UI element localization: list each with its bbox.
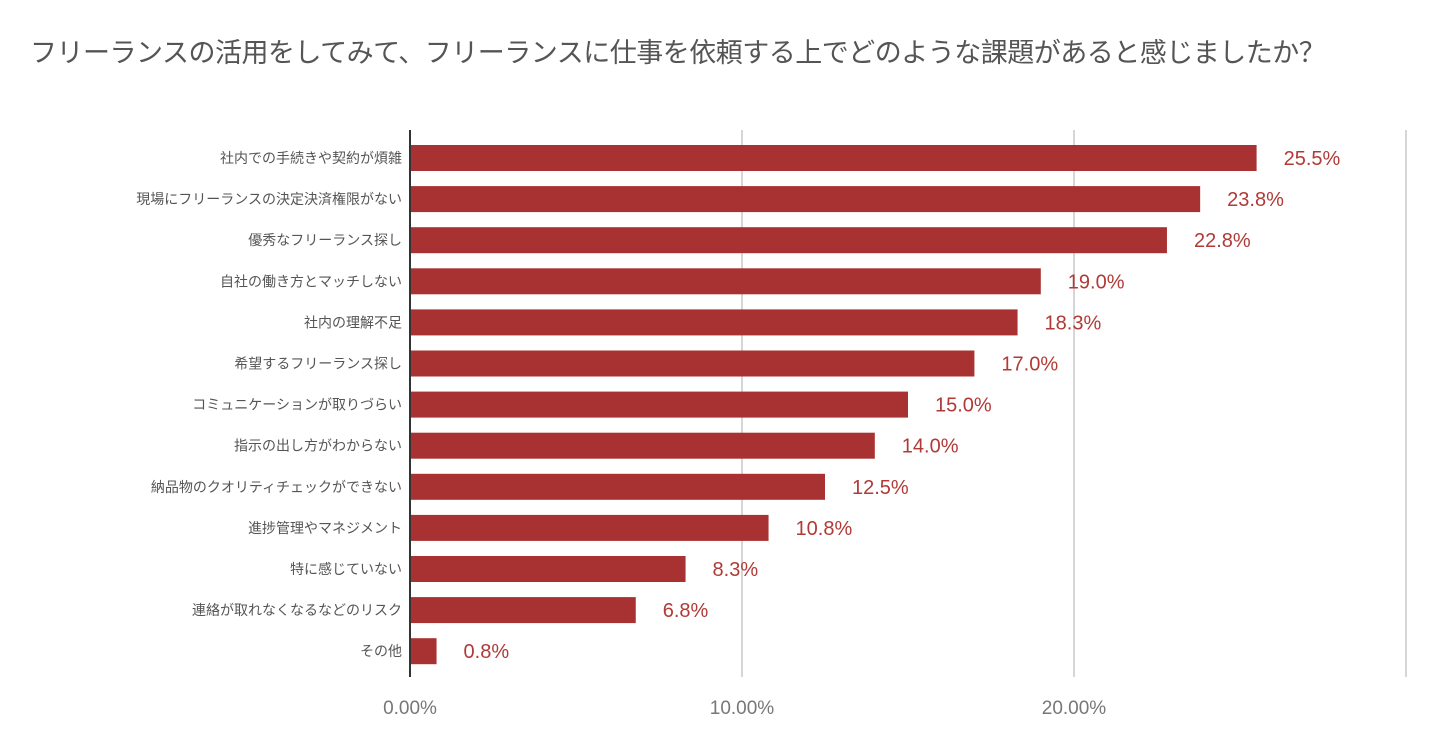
bar <box>410 556 686 582</box>
category-label: 現場にフリーランスの決定決済権限がない <box>136 191 402 208</box>
x-tick-label: 0.00% <box>383 698 437 719</box>
category-label: 特に感じていない <box>290 561 402 578</box>
data-label: 8.3% <box>713 559 759 581</box>
data-label: 6.8% <box>663 600 709 622</box>
bar <box>410 473 825 500</box>
category-label: 連絡が取れなくなるなどのリスク <box>192 603 402 619</box>
category-label: その他 <box>360 644 402 660</box>
category-label: 自社の働き方とマッチしない <box>220 274 402 290</box>
bar <box>410 391 908 418</box>
data-label: 0.8% <box>464 641 510 663</box>
bar <box>410 432 875 459</box>
bar <box>410 597 636 624</box>
data-label: 15.0% <box>935 395 992 417</box>
data-label: 23.8% <box>1227 189 1284 211</box>
x-tick-label: 20.00% <box>1042 698 1107 719</box>
category-label: 社内での手続きや契約が煩雑 <box>220 150 402 167</box>
bar <box>410 145 1257 171</box>
x-tick-label: 10.00% <box>710 698 775 719</box>
category-label: コミュニケーションが取りづらい <box>192 398 402 414</box>
data-label: 19.0% <box>1068 271 1125 293</box>
data-label: 10.8% <box>796 518 853 540</box>
data-label: 12.5% <box>852 477 909 499</box>
data-label: 22.8% <box>1194 230 1251 252</box>
bar <box>410 186 1201 213</box>
bar <box>410 638 437 665</box>
category-label: 希望するフリーランス探し <box>234 357 402 373</box>
data-label: 14.0% <box>902 436 959 458</box>
chart-title: フリーランスの活用をしてみて、フリーランスに仕事を依頼する上でどのような課題があ… <box>30 38 1326 69</box>
data-label: 25.5% <box>1284 148 1341 170</box>
bar <box>410 309 1018 336</box>
category-label: 納品物のクオリティチェックができない <box>151 480 402 496</box>
category-label: 優秀なフリーランス探し <box>248 233 402 249</box>
bar <box>410 514 769 541</box>
bar <box>410 268 1041 295</box>
category-label: 指示の出し方がわからない <box>234 439 402 455</box>
category-label: 進捗管理やマネジメント <box>248 521 402 537</box>
data-label: 17.0% <box>1001 354 1058 376</box>
bar <box>410 350 975 377</box>
bar <box>410 227 1167 254</box>
data-label: 18.3% <box>1045 312 1102 334</box>
category-label: 社内の理解不足 <box>304 315 402 331</box>
